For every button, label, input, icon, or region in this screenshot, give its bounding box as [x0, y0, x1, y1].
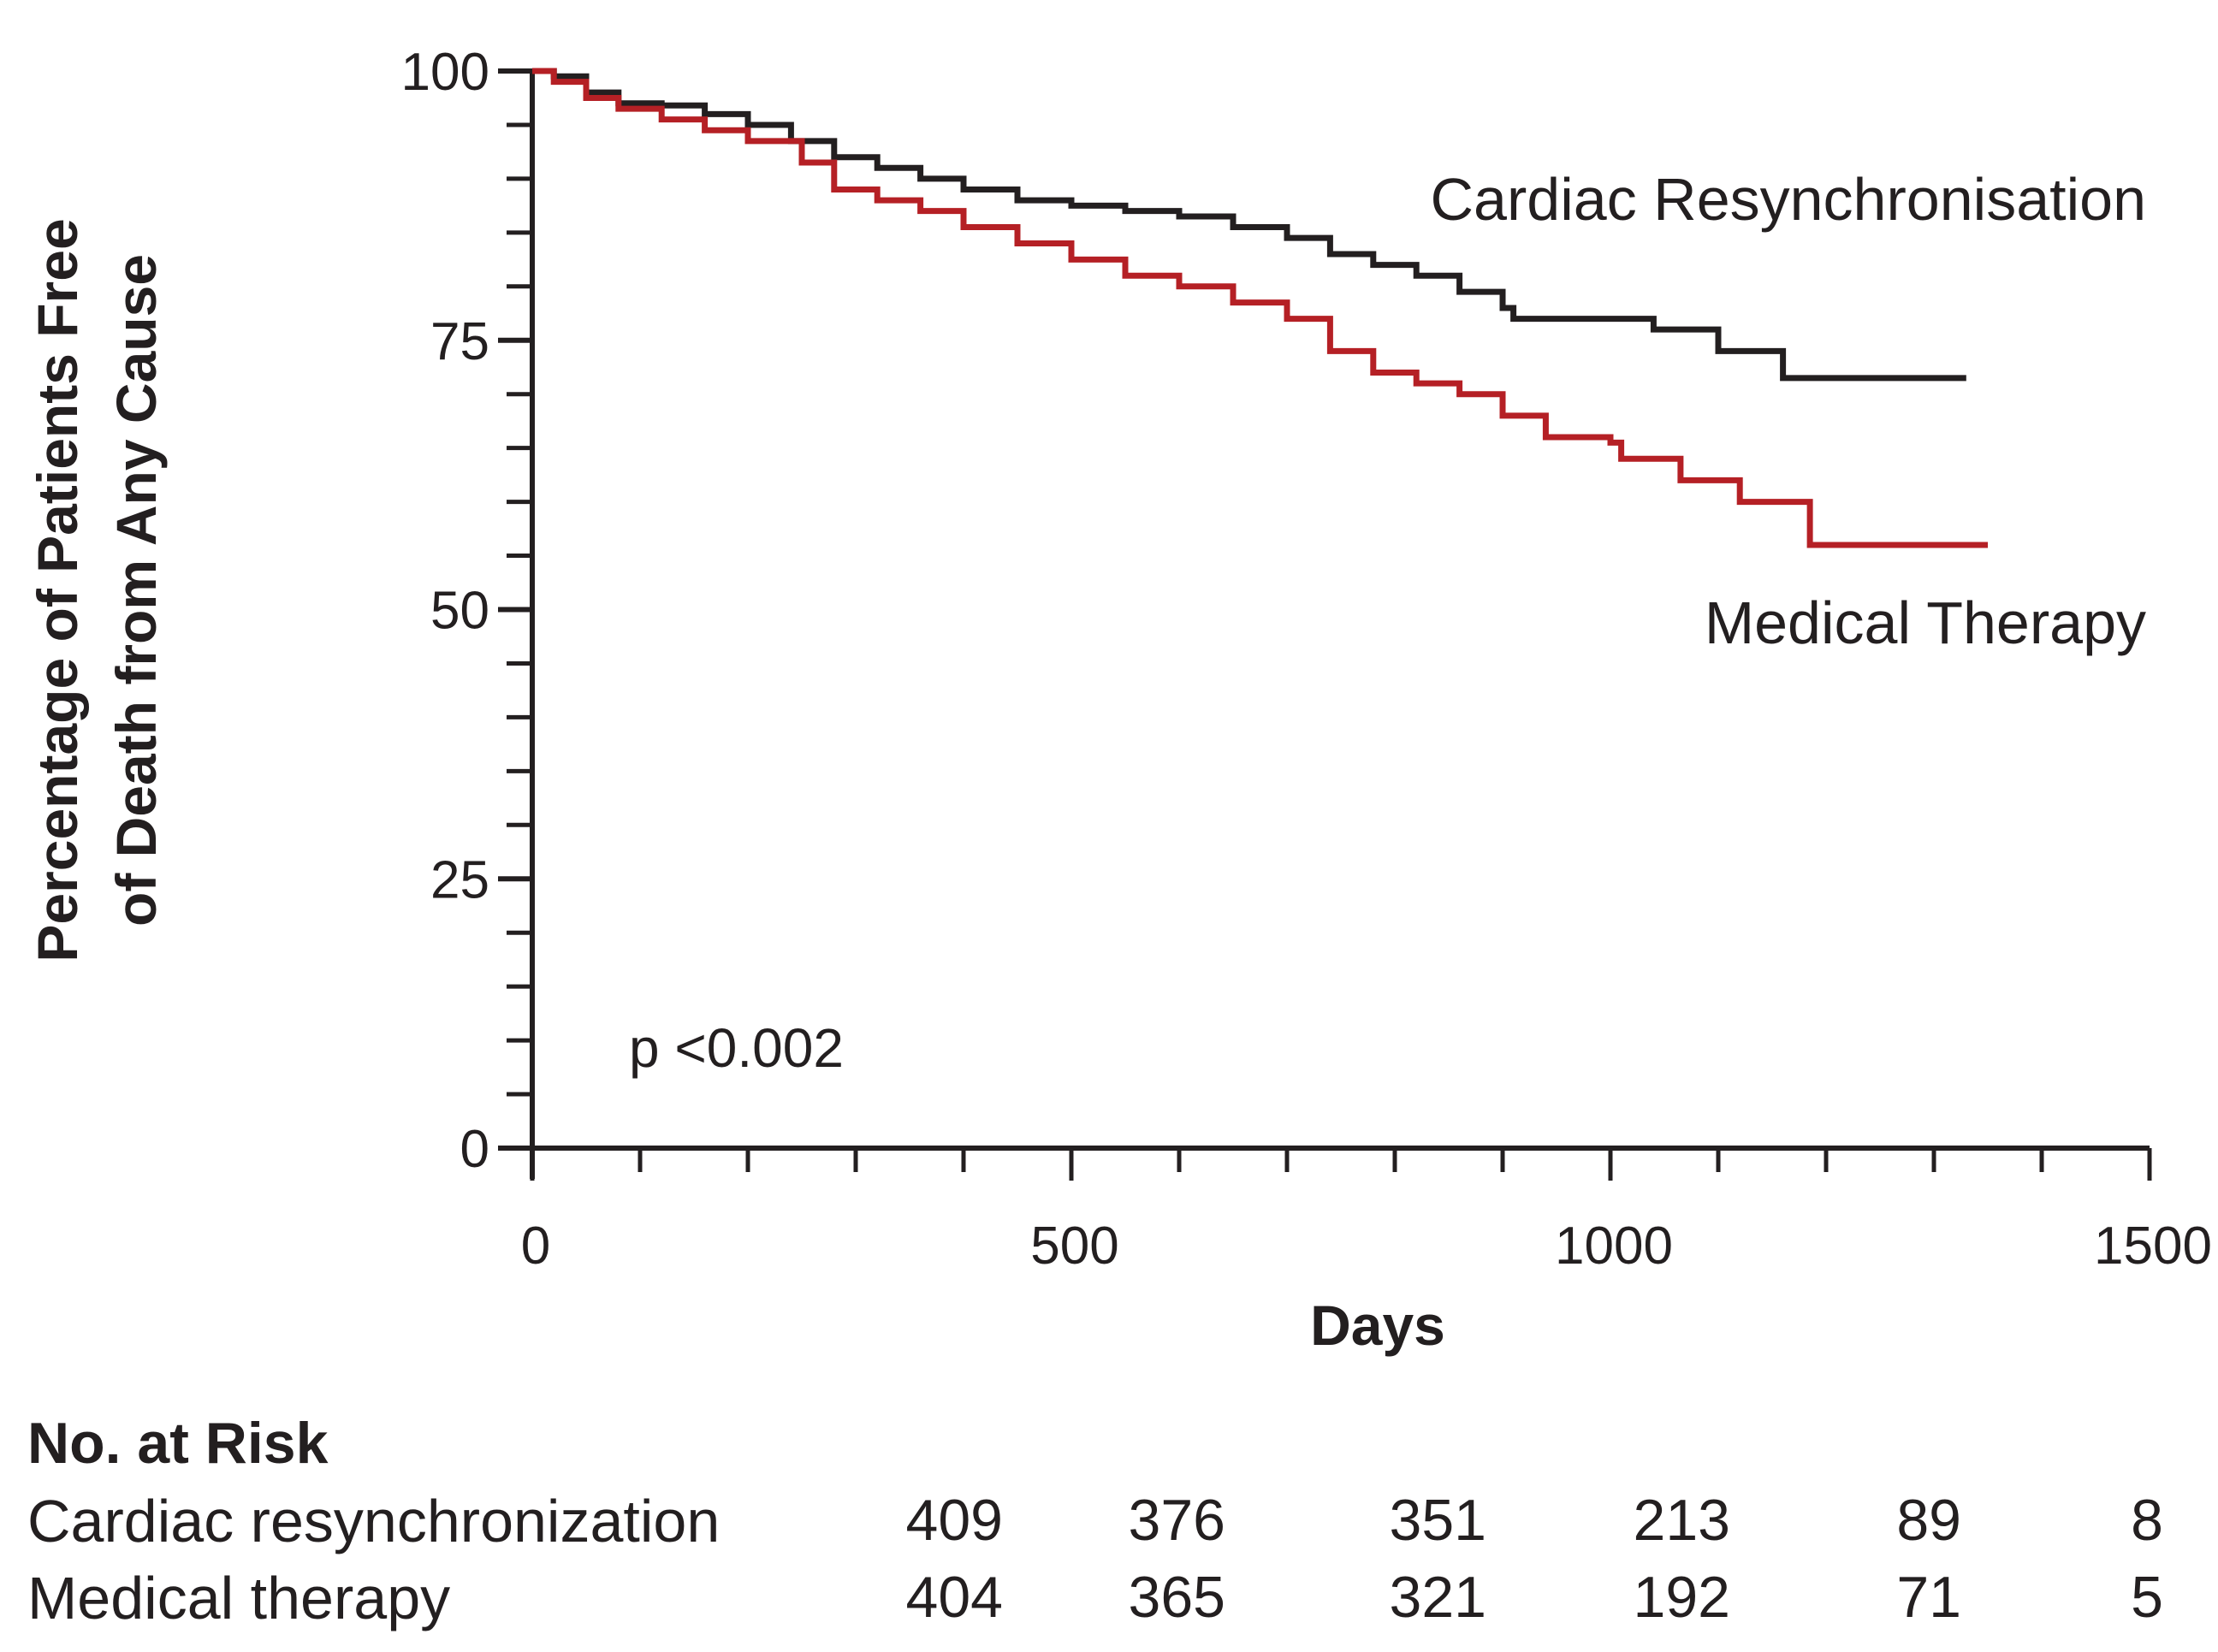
x-ticks	[530, 1148, 2152, 1181]
risk-row-label: Cardiac resynchronization	[27, 1488, 721, 1554]
risk-table: No. at Risk Cardiac resynchronization 40…	[0, 1403, 2218, 1643]
series-label-medical: Medical Therapy	[1705, 589, 2146, 656]
y-tick-label-25: 25	[430, 850, 489, 909]
y-tick-labels: 0 25 50 75 100	[401, 43, 489, 1179]
risk-cell: 213	[1633, 1488, 1730, 1553]
y-minor-ticks	[498, 68, 532, 1151]
series-label-cardiac: Cardiac Resynchronisation	[1430, 166, 2146, 233]
series-line-cardiac	[532, 68, 1966, 382]
y-axis-title: Percentage of Patients Free of Death fro…	[26, 218, 168, 962]
risk-row-cardiac: Cardiac resynchronization 409 376 351 21…	[27, 1487, 2218, 1555]
risk-cell: 192	[1633, 1565, 1730, 1630]
x-tick-label-500: 500	[1030, 1217, 1118, 1276]
risk-cell: 321	[1389, 1565, 1486, 1630]
x-tick-label-1000: 1000	[1555, 1217, 1673, 1276]
risk-cell: 5	[2131, 1565, 2163, 1630]
y-tick-label-100: 100	[401, 43, 489, 102]
risk-cell: 409	[905, 1488, 1003, 1553]
risk-cell: 365	[1128, 1565, 1225, 1630]
y-axis-title-line-2: of Death from Any Cause	[104, 254, 168, 927]
risk-cell: 71	[1896, 1565, 1961, 1630]
risk-cell: 8	[2131, 1488, 2163, 1553]
series-line-medical	[532, 68, 1988, 548]
x-tick-labels: 0 500 1000 1500	[521, 1217, 2212, 1276]
x-tick-label-1500: 1500	[2094, 1217, 2212, 1276]
y-tick-label-0: 0	[460, 1120, 489, 1179]
risk-row-medical: Medical therapy 404 365 321 192 71 5	[27, 1564, 2218, 1632]
risk-row-label: Medical therapy	[27, 1565, 451, 1631]
risk-table-title: No. at Risk	[27, 1411, 329, 1476]
x-axis-title: Days	[1310, 1294, 1445, 1357]
x-tick-label-0: 0	[521, 1217, 550, 1276]
y-axis-title-line-1: Percentage of Patients Free	[26, 218, 89, 962]
p-value-annotation: p <0.002	[629, 1017, 844, 1079]
y-tick-label-75: 75	[430, 312, 489, 371]
risk-cell: 89	[1896, 1488, 1961, 1553]
y-tick-label-50: 50	[430, 582, 489, 641]
risk-cell: 376	[1128, 1488, 1225, 1553]
series-lines	[532, 68, 1988, 548]
risk-cell: 351	[1389, 1488, 1486, 1553]
risk-cell: 404	[905, 1565, 1003, 1630]
